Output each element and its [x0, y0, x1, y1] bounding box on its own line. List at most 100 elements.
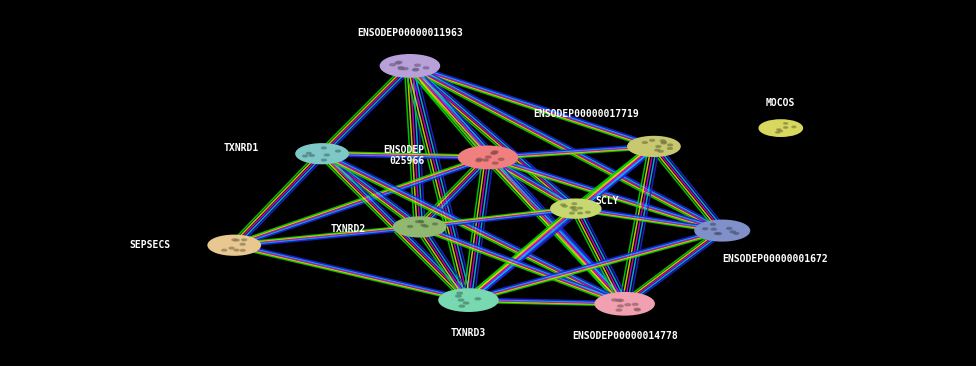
- Circle shape: [457, 292, 463, 294]
- Circle shape: [595, 293, 654, 315]
- Circle shape: [734, 232, 739, 234]
- Circle shape: [485, 156, 491, 158]
- Text: SCLY: SCLY: [595, 196, 619, 206]
- Circle shape: [572, 207, 577, 209]
- Text: ENSODEP00000017719: ENSODEP00000017719: [534, 109, 639, 119]
- Text: ENSODEP00000011963: ENSODEP00000011963: [357, 29, 463, 38]
- Circle shape: [784, 123, 788, 124]
- Circle shape: [424, 67, 428, 69]
- Circle shape: [476, 158, 482, 160]
- Circle shape: [562, 205, 567, 207]
- Circle shape: [650, 139, 655, 141]
- Circle shape: [570, 207, 575, 209]
- Circle shape: [659, 150, 664, 152]
- Circle shape: [660, 140, 665, 142]
- Circle shape: [483, 159, 488, 161]
- Text: ENSODEP00000001672: ENSODEP00000001672: [722, 254, 828, 264]
- Circle shape: [632, 303, 638, 306]
- Circle shape: [492, 152, 498, 153]
- Circle shape: [324, 154, 329, 156]
- Circle shape: [695, 220, 750, 241]
- Circle shape: [393, 217, 446, 237]
- Circle shape: [792, 126, 796, 128]
- Circle shape: [759, 120, 802, 136]
- Circle shape: [711, 223, 715, 225]
- Circle shape: [296, 144, 348, 164]
- Text: TXNRD3: TXNRD3: [451, 328, 486, 337]
- Circle shape: [730, 231, 735, 233]
- Circle shape: [413, 69, 418, 71]
- Circle shape: [476, 160, 481, 162]
- Text: TXNRD2: TXNRD2: [331, 224, 366, 234]
- Circle shape: [618, 305, 624, 307]
- Circle shape: [618, 299, 624, 302]
- Circle shape: [234, 249, 239, 251]
- Circle shape: [491, 152, 497, 154]
- Circle shape: [716, 233, 721, 235]
- Circle shape: [439, 289, 498, 311]
- Circle shape: [421, 224, 426, 226]
- Circle shape: [784, 127, 788, 128]
- Circle shape: [459, 146, 517, 168]
- Circle shape: [616, 299, 622, 302]
- Circle shape: [662, 141, 667, 143]
- Circle shape: [578, 212, 583, 214]
- Circle shape: [777, 129, 781, 130]
- Circle shape: [612, 299, 618, 301]
- Circle shape: [321, 147, 326, 149]
- Circle shape: [655, 149, 660, 151]
- Circle shape: [464, 302, 468, 304]
- Circle shape: [668, 144, 672, 146]
- Circle shape: [625, 304, 630, 306]
- Circle shape: [634, 308, 640, 310]
- Circle shape: [662, 142, 667, 144]
- Circle shape: [419, 221, 424, 223]
- Circle shape: [712, 228, 716, 230]
- Circle shape: [656, 146, 661, 147]
- Circle shape: [208, 235, 261, 255]
- Circle shape: [493, 162, 498, 164]
- Circle shape: [493, 151, 498, 153]
- Circle shape: [336, 150, 341, 152]
- Circle shape: [642, 142, 647, 143]
- Circle shape: [424, 225, 428, 227]
- Circle shape: [550, 199, 601, 218]
- Text: TXNRD1: TXNRD1: [224, 143, 259, 153]
- Circle shape: [232, 239, 237, 241]
- Circle shape: [714, 232, 719, 235]
- Circle shape: [578, 207, 583, 209]
- Circle shape: [309, 154, 314, 156]
- Circle shape: [616, 309, 622, 311]
- Circle shape: [413, 68, 419, 70]
- Circle shape: [456, 295, 461, 297]
- Circle shape: [222, 249, 226, 251]
- Circle shape: [572, 203, 577, 205]
- Text: SEPSECS: SEPSECS: [130, 240, 171, 250]
- Circle shape: [321, 159, 326, 161]
- Circle shape: [561, 204, 565, 206]
- Circle shape: [776, 132, 780, 133]
- Circle shape: [402, 68, 408, 70]
- Circle shape: [779, 130, 783, 132]
- Circle shape: [303, 155, 307, 157]
- Circle shape: [306, 152, 311, 154]
- Circle shape: [459, 299, 464, 301]
- Text: ENSODEP00000014778: ENSODEP00000014778: [572, 331, 677, 341]
- Circle shape: [242, 239, 247, 241]
- Circle shape: [408, 225, 413, 227]
- Circle shape: [389, 64, 395, 66]
- Circle shape: [586, 212, 590, 213]
- Circle shape: [234, 239, 239, 241]
- Circle shape: [475, 298, 480, 300]
- Text: ENSODEP
025966: ENSODEP 025966: [384, 145, 425, 167]
- Circle shape: [416, 221, 421, 223]
- Circle shape: [415, 64, 421, 66]
- Circle shape: [668, 147, 672, 149]
- Circle shape: [634, 309, 640, 311]
- Circle shape: [419, 221, 424, 223]
- Circle shape: [628, 137, 680, 156]
- Circle shape: [459, 305, 465, 307]
- Circle shape: [240, 250, 245, 251]
- Circle shape: [499, 158, 504, 160]
- Circle shape: [381, 55, 439, 77]
